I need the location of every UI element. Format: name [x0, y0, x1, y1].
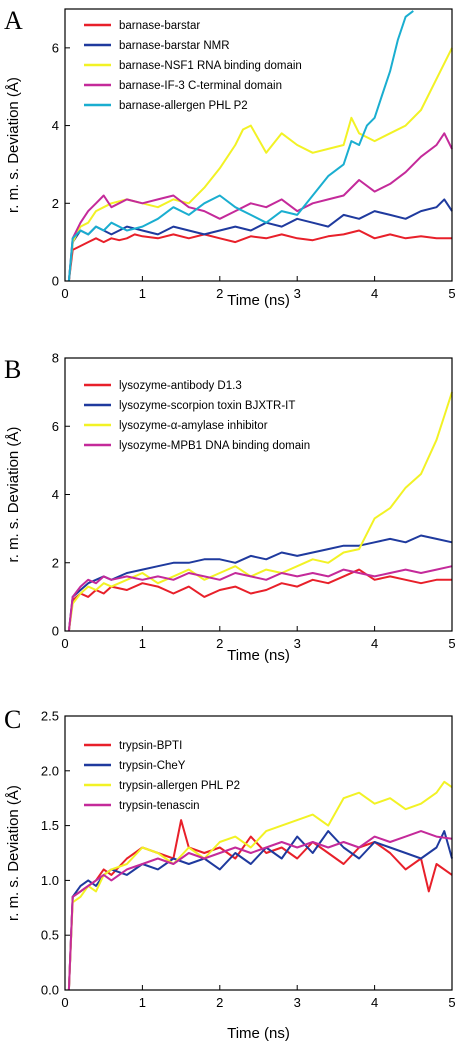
series-line-2: [67, 534, 453, 632]
y-tick-label: 0.0: [41, 983, 59, 998]
series-line-4: [67, 565, 453, 632]
series-line-4: [67, 830, 453, 991]
x-axis-title: Time (ns): [227, 647, 290, 664]
legend: lysozyme-antibody D1.3 lysozyme-scorpion …: [84, 380, 310, 452]
y-tick-label: 6: [52, 40, 59, 55]
series-line-2: [67, 198, 453, 282]
x-tick-label: 4: [371, 995, 378, 1010]
legend-label: barnase-barstar NMR: [119, 40, 230, 52]
series-line-1: [67, 568, 452, 632]
series-line-1: [67, 819, 453, 991]
legend-label: barnase-NSF1 RNA binding domain: [119, 60, 302, 72]
x-tick-label: 0: [61, 995, 68, 1010]
x-tick-label: 5: [448, 636, 455, 651]
y-tick-label: 8: [52, 351, 59, 366]
series-line-3: [67, 780, 453, 991]
y-tick-label: 4: [52, 487, 59, 502]
x-tick-label: 1: [139, 995, 146, 1010]
legend-label: lysozyme-antibody D1.3: [119, 380, 242, 392]
series-line-2: [67, 830, 453, 991]
x-tick-label: 4: [371, 286, 378, 301]
x-tick-label: 2: [216, 636, 223, 651]
series-line-3: [67, 391, 453, 632]
x-tick-label: 5: [448, 286, 455, 301]
y-tick-label: 6: [52, 419, 59, 434]
legend: trypsin-BPTI trypsin-CheY trypsin-allergen…: [84, 740, 240, 812]
series-group: [67, 10, 453, 282]
x-tick-label: 1: [139, 636, 146, 651]
x-tick-label: 3: [294, 636, 301, 651]
x-axis-title: Time (ns): [227, 1025, 290, 1042]
y-tick-label: 2: [52, 555, 59, 570]
y-tick-label: 2: [52, 196, 59, 211]
x-axis-title: Time (ns): [227, 292, 290, 309]
x-tick-label: 3: [294, 995, 301, 1010]
panel-c: C 0 1 2 3 4 5 0.0 0.5 1.0 1.5 2.0 2.5 Time (ns) r. m. …: [4, 705, 456, 1042]
panel-letter: A: [4, 6, 23, 35]
x-tick-label: 3: [294, 286, 301, 301]
legend-label: trypsin-allergen PHL P2: [119, 780, 240, 792]
panel-letter: C: [4, 705, 21, 734]
legend-label: lysozyme-α-amylase inhibitor: [119, 420, 268, 432]
series-line-1: [67, 229, 452, 282]
legend-label: lysozyme-scorpion toxin BJXTR-IT: [119, 400, 295, 412]
y-tick-label: 0: [52, 624, 59, 639]
panel-letter: B: [4, 355, 21, 384]
x-tick-label: 2: [216, 286, 223, 301]
legend-label: trypsin-CheY: [119, 760, 186, 772]
y-tick-label: 4: [52, 118, 59, 133]
x-tick-label: 1: [139, 286, 146, 301]
series-line-3: [67, 47, 453, 282]
legend-label: trypsin-BPTI: [119, 740, 182, 752]
legend-label: barnase-IF-3 C-terminal domain: [119, 80, 282, 92]
y-tick-label: 0: [52, 274, 59, 289]
y-axis-title: r. m. s. Deviation (Å): [5, 77, 22, 213]
x-tick-label: 5: [448, 995, 455, 1010]
legend-label: trypsin-tenascin: [119, 800, 200, 812]
plot-frame: [64, 8, 453, 282]
y-axis-title: r. m. s. Deviation (Å): [5, 427, 22, 563]
y-tick-label: 0.5: [41, 928, 59, 943]
legend-label: barnase-allergen PHL P2: [119, 100, 248, 112]
y-tick-label: 1.0: [41, 873, 59, 888]
legend-label: lysozyme-MPB1 DNA binding domain: [119, 440, 310, 452]
legend-label: barnase-barstar: [119, 20, 200, 32]
series-line-4: [67, 132, 453, 282]
panel-a: A 0 1 2 3 4 5 0 2 4 6 Time (ns) r. m. s. Deviation (…: [4, 6, 456, 309]
y-tick-label: 2.0: [41, 763, 59, 778]
x-tick-label: 0: [61, 636, 68, 651]
legend: barnase-barstar barnase-barstar NMR barnas…: [84, 20, 302, 112]
x-tick-label: 2: [216, 995, 223, 1010]
x-tick-label: 4: [371, 636, 378, 651]
x-tick-label: 0: [61, 286, 68, 301]
plot-frame: [64, 715, 453, 991]
y-axis-title: r. m. s. Deviation (Å): [5, 785, 22, 921]
series-group: [67, 780, 453, 991]
y-tick-label: 2.5: [41, 709, 59, 724]
series-group: [67, 391, 453, 632]
panel-b: B 0 1 2 3 4 5 0 2 4 6 8 Time (ns) r. m. s. Deviation …: [4, 351, 456, 665]
y-tick-label: 1.5: [41, 818, 59, 833]
series-line-5: [67, 10, 414, 282]
